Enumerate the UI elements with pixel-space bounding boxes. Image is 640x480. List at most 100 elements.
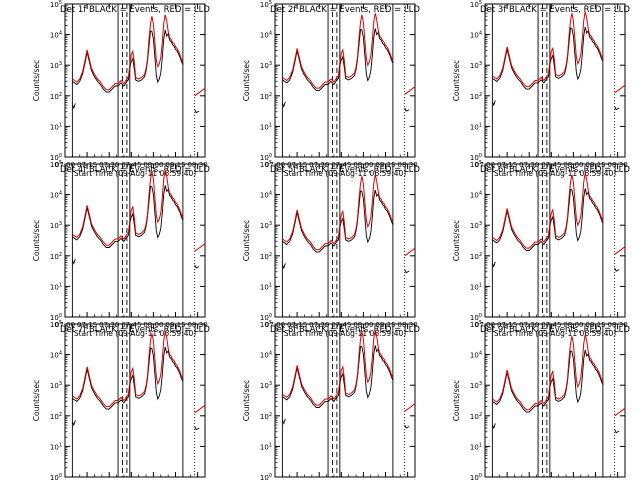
lld-series-tail	[404, 403, 416, 412]
lld-series-line	[492, 173, 604, 249]
chart-title: Det 6f BLACK = Events, RED = LLD	[480, 165, 630, 175]
y-tick-label: 105	[50, 0, 62, 9]
events-series-tail	[194, 109, 200, 114]
y-tick-label: 101	[470, 282, 482, 291]
chart-panel-6: Det 6f BLACK = Events, RED = LLD 100 101 10…	[452, 160, 630, 338]
y-tick-label: 101	[470, 442, 482, 451]
y-tick-label: 101	[50, 122, 62, 131]
y-tick-label: 101	[470, 122, 482, 131]
chart-panel-7: Det 7f BLACK = Events, RED = LLD 100 101 10…	[32, 320, 210, 480]
y-tick-label: 103	[470, 221, 482, 230]
chart-title: Det 5f BLACK = Events, RED = LLD	[270, 165, 420, 175]
chart-title: Det 1f BLACK = Events, RED = LLD	[60, 5, 210, 15]
y-tick-label: 102	[470, 92, 482, 101]
plot-frame	[274, 3, 416, 158]
y-tick-label: 105	[260, 320, 272, 329]
y-tick-label: 105	[470, 320, 482, 329]
chart-panel-8: Det 8f BLACK = Events, RED = LLD 100 101 10…	[242, 320, 420, 480]
y-tick-label: 104	[470, 191, 482, 200]
y-tick-label: 100	[50, 153, 62, 162]
lld-series-tail	[194, 243, 206, 252]
events-series-line	[492, 349, 604, 413]
events-series-head	[281, 101, 286, 108]
y-tick-label: 101	[50, 442, 62, 451]
chart-title: Det 8f BLACK = Events, RED = LLD	[270, 325, 420, 335]
events-series-tail	[194, 264, 200, 269]
y-tick-label: 100	[50, 313, 62, 322]
chart-title: Det 7f BLACK = Events, RED = LLD	[60, 325, 210, 335]
y-tick-label: 102	[50, 412, 62, 421]
y-tick-label: 100	[260, 313, 272, 322]
events-series-tail	[194, 426, 200, 431]
y-tick-label: 103	[50, 221, 62, 230]
y-tick-label: 105	[470, 160, 482, 169]
y-tick-label: 100	[470, 153, 482, 162]
plot-frame	[484, 323, 626, 478]
y-axis-label: Counts/sec	[242, 60, 251, 101]
events-series-line	[282, 345, 394, 408]
y-tick-label: 105	[470, 0, 482, 9]
lld-series-line	[492, 11, 604, 88]
events-series-tail	[404, 424, 410, 429]
y-tick-label: 105	[260, 160, 272, 169]
chart-panel-3: Det 3f BLACK = Events, RED = LLD 100 101 10…	[452, 0, 630, 178]
y-tick-label: 105	[260, 0, 272, 9]
y-tick-label: 102	[260, 252, 272, 261]
y-tick-label: 101	[260, 282, 272, 291]
chart-panel-9: Det 9f BLACK = Events, RED = LLD 100 101 10…	[452, 320, 630, 480]
lld-series-tail	[614, 407, 626, 417]
y-tick-label: 104	[50, 191, 62, 200]
y-tick-label: 104	[50, 31, 62, 40]
x-axis-label: Start Time (09-Aug-11 06:59:40)	[494, 169, 616, 178]
lld-series-tail	[404, 247, 416, 257]
x-axis-label: Start Time (09-Aug-11 06:59:40)	[284, 329, 406, 338]
x-axis-label: Start Time (09-Aug-11 06:59:40)	[74, 169, 196, 178]
y-tick-label: 103	[470, 381, 482, 390]
y-tick-label: 104	[260, 191, 272, 200]
events-series-line	[72, 185, 184, 248]
lld-series-tail	[614, 246, 626, 255]
plot-frame	[64, 163, 206, 318]
events-series-head	[71, 258, 76, 265]
y-axis-label: Counts/sec	[32, 380, 41, 421]
y-tick-label: 100	[50, 473, 62, 480]
y-tick-label: 103	[260, 221, 272, 230]
y-tick-label: 105	[50, 160, 62, 169]
plot-frame	[484, 163, 626, 318]
plot-frame	[64, 3, 206, 158]
y-tick-label: 103	[260, 61, 272, 70]
y-tick-label: 101	[50, 282, 62, 291]
events-series-line	[72, 346, 184, 410]
events-series-head	[491, 100, 496, 107]
lld-series-line	[72, 169, 184, 246]
y-axis-label: Counts/sec	[32, 220, 41, 261]
x-axis-label: Start Time (09-Aug-11 06:59:40)	[284, 169, 406, 178]
events-series-tail	[614, 429, 620, 434]
events-series-tail	[404, 107, 410, 112]
lld-series-line	[282, 329, 394, 406]
lld-series-line	[282, 174, 394, 251]
plot-frame	[274, 323, 416, 478]
chart-panel-1: Det 1f BLACK = Events, RED = LLD 100 101 10…	[32, 0, 210, 178]
y-tick-label: 102	[260, 412, 272, 421]
lld-series-tail	[194, 87, 206, 97]
y-tick-label: 104	[50, 351, 62, 360]
events-series-head	[491, 423, 496, 430]
y-axis-label: Counts/sec	[242, 380, 251, 421]
y-tick-label: 103	[50, 381, 62, 390]
events-series-tail	[404, 269, 410, 274]
y-tick-label: 102	[470, 412, 482, 421]
y-tick-label: 100	[260, 153, 272, 162]
plot-frame	[484, 3, 626, 158]
y-tick-label: 104	[470, 351, 482, 360]
chart-title: Det 2f BLACK = Events, RED = LLD	[270, 5, 420, 15]
chart-title: Det 4f BLACK = Events, RED = LLD	[60, 165, 210, 175]
y-tick-label: 102	[50, 92, 62, 101]
x-axis-label: Start Time (09-Aug-11 06:59:40)	[494, 329, 616, 338]
events-series-line	[282, 28, 394, 92]
y-axis-label: Counts/sec	[242, 220, 251, 261]
lld-series-line	[72, 14, 184, 91]
y-tick-label: 100	[470, 313, 482, 322]
events-series-head	[71, 103, 76, 110]
